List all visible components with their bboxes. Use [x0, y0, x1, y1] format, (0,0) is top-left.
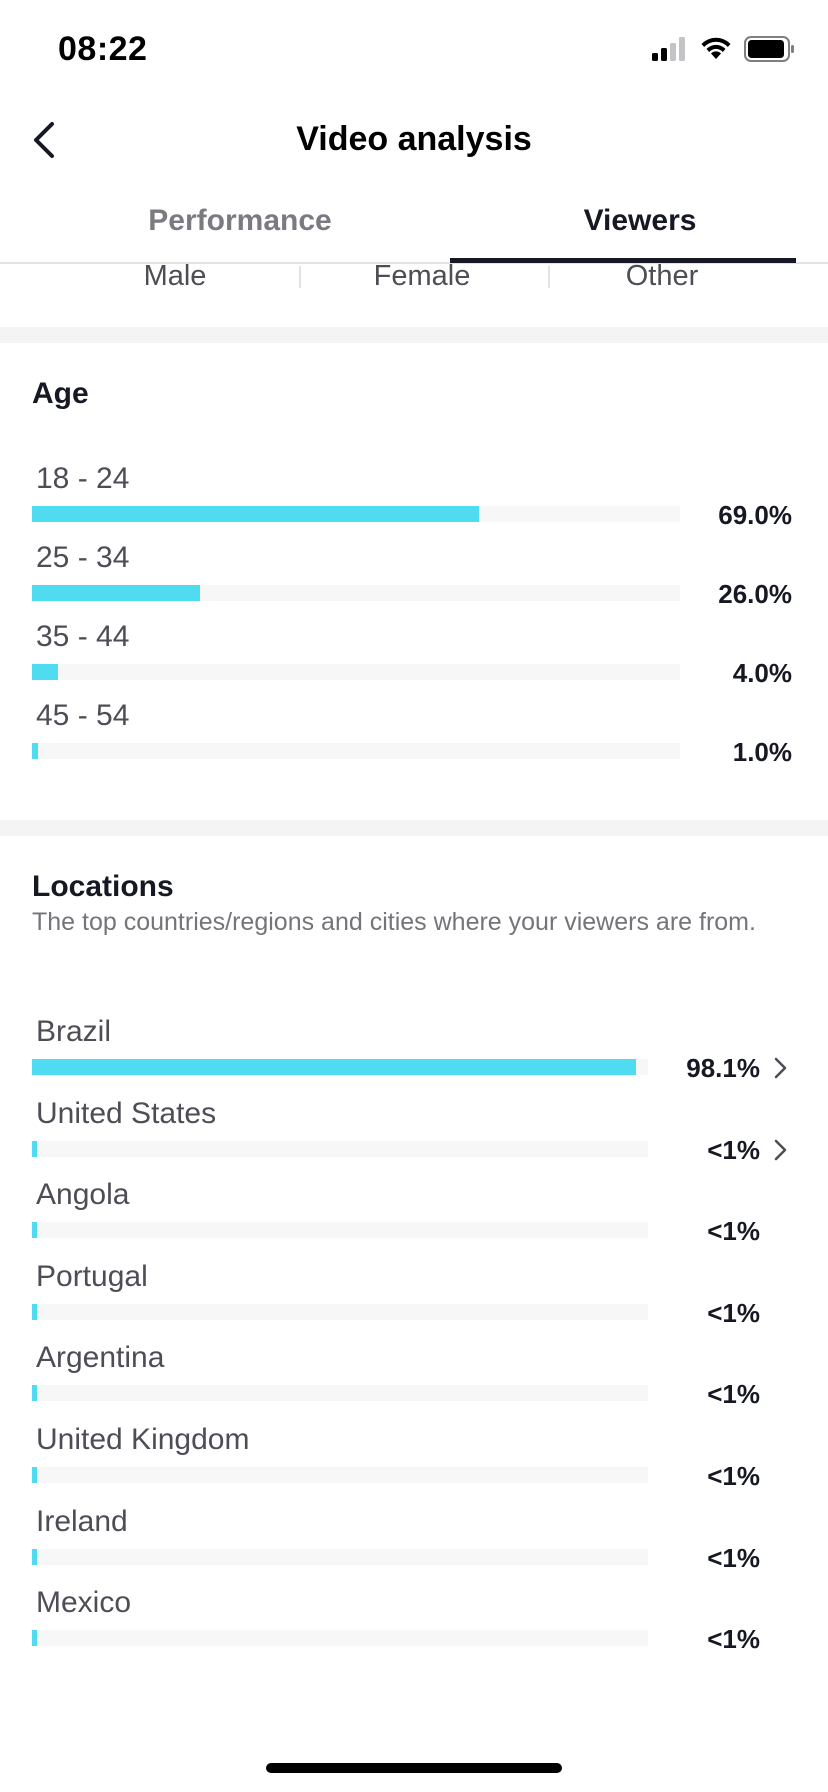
- location-bar-track: [32, 1222, 648, 1239]
- location-bar-track: [32, 1467, 648, 1483]
- chevron-right-icon[interactable]: [772, 1137, 790, 1163]
- location-row-label: United States: [36, 1096, 217, 1130]
- chevron-right-icon[interactable]: [772, 1055, 790, 1081]
- location-row-label: United Kingdom: [36, 1423, 250, 1456]
- location-bar-fill: [32, 1303, 37, 1320]
- age-row-value: 4.0%: [732, 658, 792, 688]
- tab-viewers[interactable]: Viewers: [583, 204, 697, 237]
- location-bar-track: [32, 1140, 648, 1157]
- location-row-label: Ireland: [36, 1504, 128, 1538]
- location-row: Ireland <1%: [0, 1505, 828, 1585]
- location-row-value: <1%: [707, 1624, 760, 1655]
- location-row-label: Portugal: [36, 1259, 148, 1293]
- location-row[interactable]: Brazil 98.1%: [0, 1015, 828, 1095]
- status-bar: 08:22: [0, 0, 828, 100]
- location-bar-track: [32, 1385, 648, 1402]
- location-bar-track: [32, 1630, 648, 1647]
- status-time: 08:22: [58, 30, 148, 68]
- tab-bar: Performance Viewers: [0, 180, 828, 264]
- gender-male-label: Male: [143, 260, 207, 292]
- location-bar-fill: [32, 1059, 637, 1075]
- age-row-label: 25 - 34: [36, 541, 130, 574]
- location-row[interactable]: United States <1%: [0, 1097, 828, 1177]
- status-icons: [652, 36, 796, 62]
- location-row: Argentina <1%: [0, 1341, 828, 1421]
- location-bar-fill: [32, 1222, 37, 1239]
- age-row-value: 1.0%: [732, 737, 792, 767]
- location-row-value: <1%: [707, 1134, 760, 1165]
- location-bar-track: [32, 1303, 648, 1320]
- nav-bar: Video analysis: [0, 100, 828, 180]
- age-bar-track: [32, 585, 680, 601]
- location-row-label: Brazil: [36, 1015, 112, 1048]
- age-bar-fill: [32, 664, 58, 680]
- active-tab-indicator: [450, 258, 796, 263]
- age-row: 35 - 44 4.0%: [0, 620, 828, 700]
- location-row-value: <1%: [707, 1461, 760, 1491]
- section-divider: [0, 327, 828, 343]
- locations-description: The top countries/regions and cities whe…: [32, 908, 756, 936]
- location-row-label: Angola: [36, 1178, 130, 1212]
- location-bar-fill: [32, 1385, 37, 1402]
- age-row-label: 18 - 24: [36, 462, 130, 495]
- location-bar-fill: [32, 1467, 37, 1483]
- gender-female-label: Female: [373, 260, 471, 292]
- gender-divider: [299, 266, 301, 288]
- age-row-value: 69.0%: [718, 500, 792, 530]
- age-bar-fill: [32, 743, 39, 759]
- age-row: 45 - 54 1.0%: [0, 699, 828, 779]
- location-row: Mexico <1%: [0, 1586, 828, 1666]
- location-row-value: <1%: [707, 1379, 760, 1410]
- cellular-signal-icon: [652, 37, 685, 61]
- age-row-value: 26.0%: [718, 579, 792, 609]
- location-bar-fill: [32, 1140, 37, 1157]
- location-bar-track: [32, 1548, 648, 1565]
- location-row-value: <1%: [707, 1542, 760, 1573]
- page-title: Video analysis: [296, 120, 532, 158]
- battery-icon: [744, 36, 794, 62]
- location-row: Angola <1%: [0, 1178, 828, 1258]
- age-row-label: 35 - 44: [36, 620, 130, 653]
- location-row-label: Mexico: [36, 1586, 132, 1620]
- location-row: Portugal <1%: [0, 1260, 828, 1340]
- gender-other-label: Other: [625, 260, 699, 292]
- location-bar-track: [32, 1059, 648, 1075]
- home-indicator[interactable]: [266, 1763, 562, 1773]
- age-row-label: 45 - 54: [36, 699, 130, 732]
- age-bar-track: [32, 506, 680, 522]
- age-row: 25 - 34 26.0%: [0, 541, 828, 621]
- tab-performance[interactable]: Performance: [148, 204, 332, 237]
- age-bar-track: [32, 743, 680, 759]
- location-row-value: 98.1%: [686, 1053, 760, 1083]
- location-bar-fill: [32, 1630, 37, 1647]
- locations-title: Locations: [32, 870, 174, 903]
- location-row-value: <1%: [707, 1216, 760, 1247]
- location-row-value: <1%: [707, 1297, 760, 1328]
- section-divider: [0, 820, 828, 836]
- age-bar-fill: [32, 585, 201, 601]
- location-row: United Kingdom <1%: [0, 1423, 828, 1503]
- age-bar-fill: [32, 506, 480, 522]
- age-bar-track: [32, 664, 680, 680]
- wifi-icon: [701, 37, 731, 59]
- gender-legend: Male Female Other: [0, 260, 828, 300]
- back-chevron-icon[interactable]: [26, 118, 66, 162]
- location-row-label: Argentina: [36, 1341, 165, 1375]
- age-row: 18 - 24 69.0%: [0, 462, 828, 542]
- gender-divider: [548, 266, 550, 288]
- age-title: Age: [32, 377, 89, 410]
- location-bar-fill: [32, 1548, 37, 1565]
